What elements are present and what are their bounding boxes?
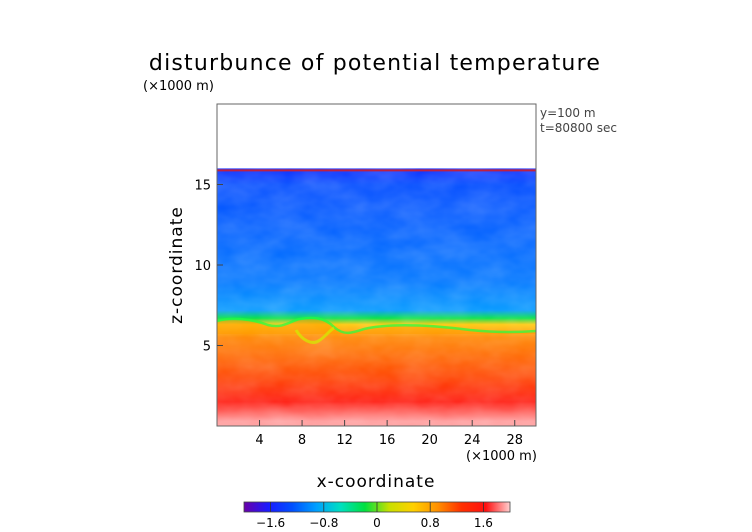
colorbar-ticks: −1.6 −0.8 0 0.8 1.6 xyxy=(256,502,493,530)
y-axis-label: z-coordinate xyxy=(167,206,187,324)
annotation-y: y=100 m xyxy=(540,106,596,120)
unit-note: (×1000 m) xyxy=(143,79,214,94)
colorbar-tick-label: 0 xyxy=(373,516,381,530)
x-tick-label: 4 xyxy=(255,433,263,448)
x-tick-label: 16 xyxy=(379,433,396,448)
field-texture xyxy=(217,168,536,426)
x-tick-label: 12 xyxy=(336,433,353,448)
colorbar-tick-label: −1.6 xyxy=(256,516,285,530)
y-tick-label: 5 xyxy=(203,340,211,355)
y-tick-label: 15 xyxy=(194,179,211,194)
y-tick-label: 10 xyxy=(194,259,211,274)
colorbar-tick-label: 0.8 xyxy=(421,516,440,530)
annotation-t: t=80800 sec xyxy=(540,121,617,135)
x-tick-label: 28 xyxy=(506,433,523,448)
x-axis: 4 8 12 16 20 24 28 xyxy=(255,420,523,448)
chart-title: disturbunce of potential temperature xyxy=(149,51,601,76)
x-unit-label: (×1000 m) xyxy=(466,449,537,464)
x-tick-label: 8 xyxy=(298,433,306,448)
dip-feature xyxy=(294,326,335,344)
y-axis: 5 10 15 xyxy=(194,179,223,355)
colorbar-tick-label: −0.8 xyxy=(309,516,338,530)
intrusion-crest xyxy=(217,316,536,335)
x-tick-label: 20 xyxy=(421,433,438,448)
plot-area xyxy=(217,168,536,426)
x-axis-label: x-coordinate xyxy=(317,472,436,492)
x-tick-label: 24 xyxy=(464,433,481,448)
colorbar-tick-label: 1.6 xyxy=(474,516,493,530)
